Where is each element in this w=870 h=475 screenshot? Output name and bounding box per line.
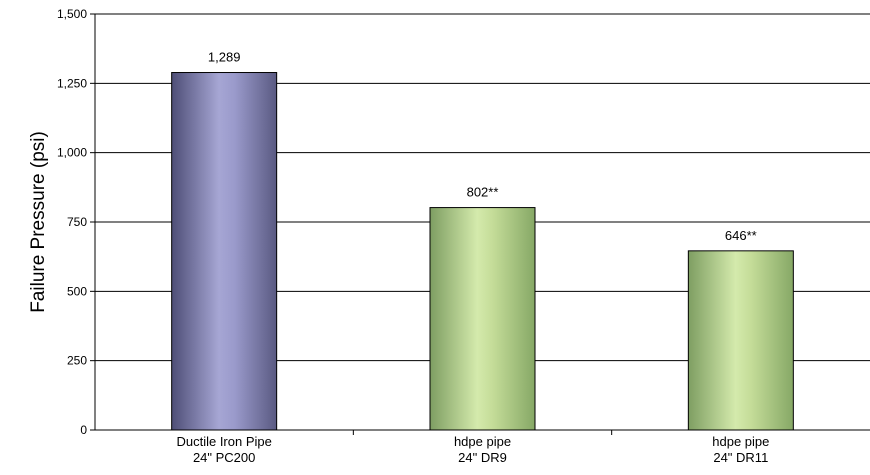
bar: [171, 72, 278, 431]
data-label: 646**: [725, 228, 757, 243]
y-tick-label: 1,000: [57, 146, 87, 160]
y-tick-label: 250: [67, 354, 87, 368]
y-tick-label: 750: [67, 215, 87, 229]
x-category-label: Ductile Iron Pipe: [176, 434, 271, 449]
y-tick-label: 500: [67, 284, 87, 298]
x-category-label: hdpe pipe: [712, 434, 769, 449]
y-tick-label: 1,250: [57, 76, 87, 90]
y-tick-label: 0: [80, 423, 87, 437]
x-category-label: 24" DR11: [713, 450, 768, 465]
y-axis-title: Failure Pressure (psi): [28, 131, 49, 313]
y-tick-label: 1,500: [57, 7, 87, 21]
plot-area: 0 250 500 750 1,000 1,250 1,500 1,289 Ductile Ir…: [28, 7, 870, 465]
data-label: 802**: [467, 185, 499, 200]
bar: [687, 250, 794, 431]
bar: [429, 207, 536, 431]
x-category-label: 24" DR9: [458, 450, 507, 465]
data-label: 1,289: [208, 50, 241, 65]
x-category-label: 24" PC200: [193, 450, 255, 465]
x-category-label: hdpe pipe: [454, 434, 511, 449]
